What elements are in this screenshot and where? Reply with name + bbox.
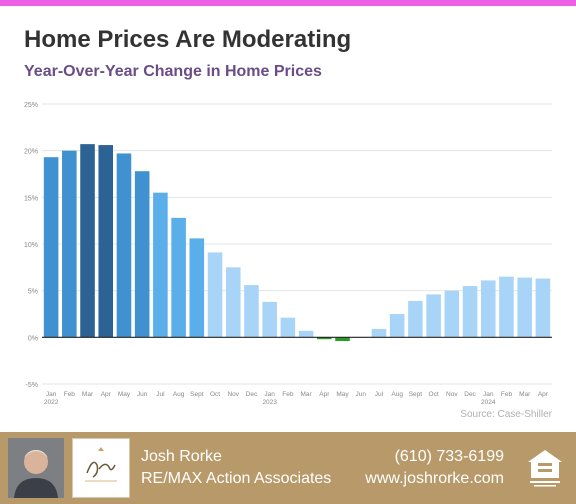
x-tick-label: Mar [82, 391, 94, 398]
y-axis-ticks: -5% 0% 5% 10% 15% 20% 25% [24, 102, 38, 389]
bar [335, 337, 350, 342]
agent-signature-logo [72, 438, 130, 498]
bar [389, 314, 405, 338]
bar [426, 294, 441, 338]
y-tick-label: -5% [26, 382, 38, 389]
bar [408, 300, 423, 338]
bar [371, 328, 387, 338]
source-note: Source: Case-Shiller [460, 409, 552, 420]
x-tick-label: Jan [46, 391, 57, 398]
y-tick-label: 10% [24, 242, 38, 249]
x-tick-label: Sept [409, 391, 423, 398]
bar [189, 238, 205, 338]
bar [280, 317, 296, 338]
x-tick-label: Feb [282, 391, 294, 398]
bar [298, 330, 314, 338]
x-tick-label: Dec [464, 391, 476, 398]
x-year-label: 2024 [481, 399, 496, 406]
bar [317, 337, 332, 340]
chart-subtitle: Year-Over-Year Change in Home Prices [24, 63, 322, 80]
x-tick-label: Mar [301, 391, 313, 398]
y-tick-label: 5% [28, 289, 38, 296]
x-tick-label: Mar [519, 391, 531, 398]
x-tick-label: Nov [446, 391, 458, 398]
bar [535, 278, 551, 338]
x-tick-label: Apr [538, 391, 549, 398]
x-tick-label: Feb [501, 391, 513, 398]
bar [262, 301, 277, 338]
bar [116, 153, 132, 338]
bar [207, 252, 223, 338]
bar-chart: -5% 0% 5% 10% 15% 20% 25% Jan Feb Mar Apr May Jun Ju… [24, 102, 552, 406]
agent-phone[interactable]: (610) 733-6199 [394, 448, 504, 465]
x-tick-label: Aug [391, 391, 403, 398]
x-tick-label: Feb [64, 391, 76, 398]
bar [153, 192, 168, 338]
agent-website-link[interactable]: www.joshrorke.com [365, 470, 504, 487]
bar [171, 217, 186, 338]
agent-footer: Josh Rorke RE/MAX Action Associates (610… [0, 432, 576, 504]
x-tick-label: Sept [190, 391, 204, 398]
y-tick-label: 0% [28, 335, 38, 342]
bars [43, 144, 551, 342]
y-tick-label: 15% [24, 195, 38, 202]
x-tick-label: Dec [246, 391, 258, 398]
agent-photo [8, 438, 64, 498]
agency-name: RE/MAX Action Associates [141, 470, 332, 487]
bar [499, 276, 514, 338]
x-tick-label: Jul [375, 391, 384, 398]
bar [480, 280, 496, 338]
x-year-label: 2022 [44, 399, 59, 406]
x-axis-ticks: Jan Feb Mar Apr May Jun Jul Aug Sept Oct Nov Dec Jan… [44, 391, 549, 406]
x-tick-label: May [336, 391, 349, 398]
bar [462, 286, 478, 338]
bar [244, 285, 259, 338]
agent-name: Josh Rorke [141, 448, 222, 465]
bar [43, 157, 59, 338]
x-tick-label: May [118, 391, 131, 398]
x-tick-label: Jun [356, 391, 367, 398]
y-tick-label: 25% [24, 102, 38, 109]
equal-housing-icon [526, 448, 564, 488]
bar [134, 171, 150, 338]
top-accent-bar [0, 0, 576, 6]
x-tick-label: Oct [429, 391, 439, 398]
chart-title: Home Prices Are Moderating [24, 26, 352, 53]
bar [517, 277, 532, 338]
x-tick-label: Jan [483, 391, 494, 398]
bar [225, 267, 241, 338]
bar [62, 150, 77, 338]
x-tick-label: Oct [210, 391, 220, 398]
x-tick-label: Nov [227, 391, 239, 398]
bar [444, 290, 460, 338]
x-tick-label: Aug [173, 391, 185, 398]
x-tick-label: Jul [156, 391, 165, 398]
x-tick-label: Apr [101, 391, 112, 398]
x-tick-label: Jun [137, 391, 148, 398]
y-tick-label: 20% [24, 149, 38, 156]
bar [98, 145, 114, 338]
x-tick-label: Apr [319, 391, 330, 398]
bar [80, 144, 95, 338]
x-tick-label: Jan [264, 391, 275, 398]
x-year-label: 2023 [262, 399, 277, 406]
